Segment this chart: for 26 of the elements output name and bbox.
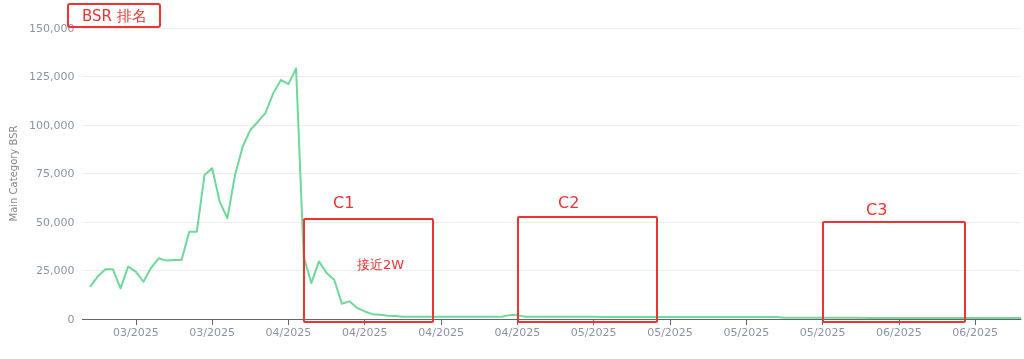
y-tick-label: 125,000 <box>28 70 75 83</box>
x-tick-label: 04/2025 <box>494 326 541 339</box>
x-tick-label: 04/2025 <box>341 326 388 339</box>
x-tick-label: 05/2025 <box>647 326 693 339</box>
x-tick-label: 04/2025 <box>418 326 464 339</box>
annotation: C2 <box>558 193 580 212</box>
y-tick-label: 75,000 <box>35 167 75 180</box>
line-series <box>89 67 1022 320</box>
x-tick-label: 06/2025 <box>876 326 922 339</box>
y-tick-label: 150,000 <box>28 21 75 35</box>
annotation: 接近2W <box>357 256 405 274</box>
y-tick-label: 0 <box>67 312 75 326</box>
annotation: C1 <box>333 193 355 212</box>
y-axis-title: Main Category BSR <box>7 125 19 222</box>
y-tick-label: 25,000 <box>35 264 75 277</box>
x-tick-label: 05/2025 <box>570 326 617 339</box>
chart-title: BSR 排名 <box>82 6 147 25</box>
x-tick-label: 04/2025 <box>265 326 312 339</box>
x-tick-label: 05/2025 <box>723 326 770 339</box>
x-tick-label: 06/2025 <box>952 326 999 339</box>
x-tick-label: 03/2025 <box>189 326 235 339</box>
y-tick-label: 100,000 <box>28 118 75 132</box>
x-tick-label: 05/2025 <box>799 326 846 339</box>
annotation: C3 <box>866 200 888 219</box>
y-tick-label: 50,000 <box>35 215 75 229</box>
x-tick-label: 03/2025 <box>112 326 159 339</box>
